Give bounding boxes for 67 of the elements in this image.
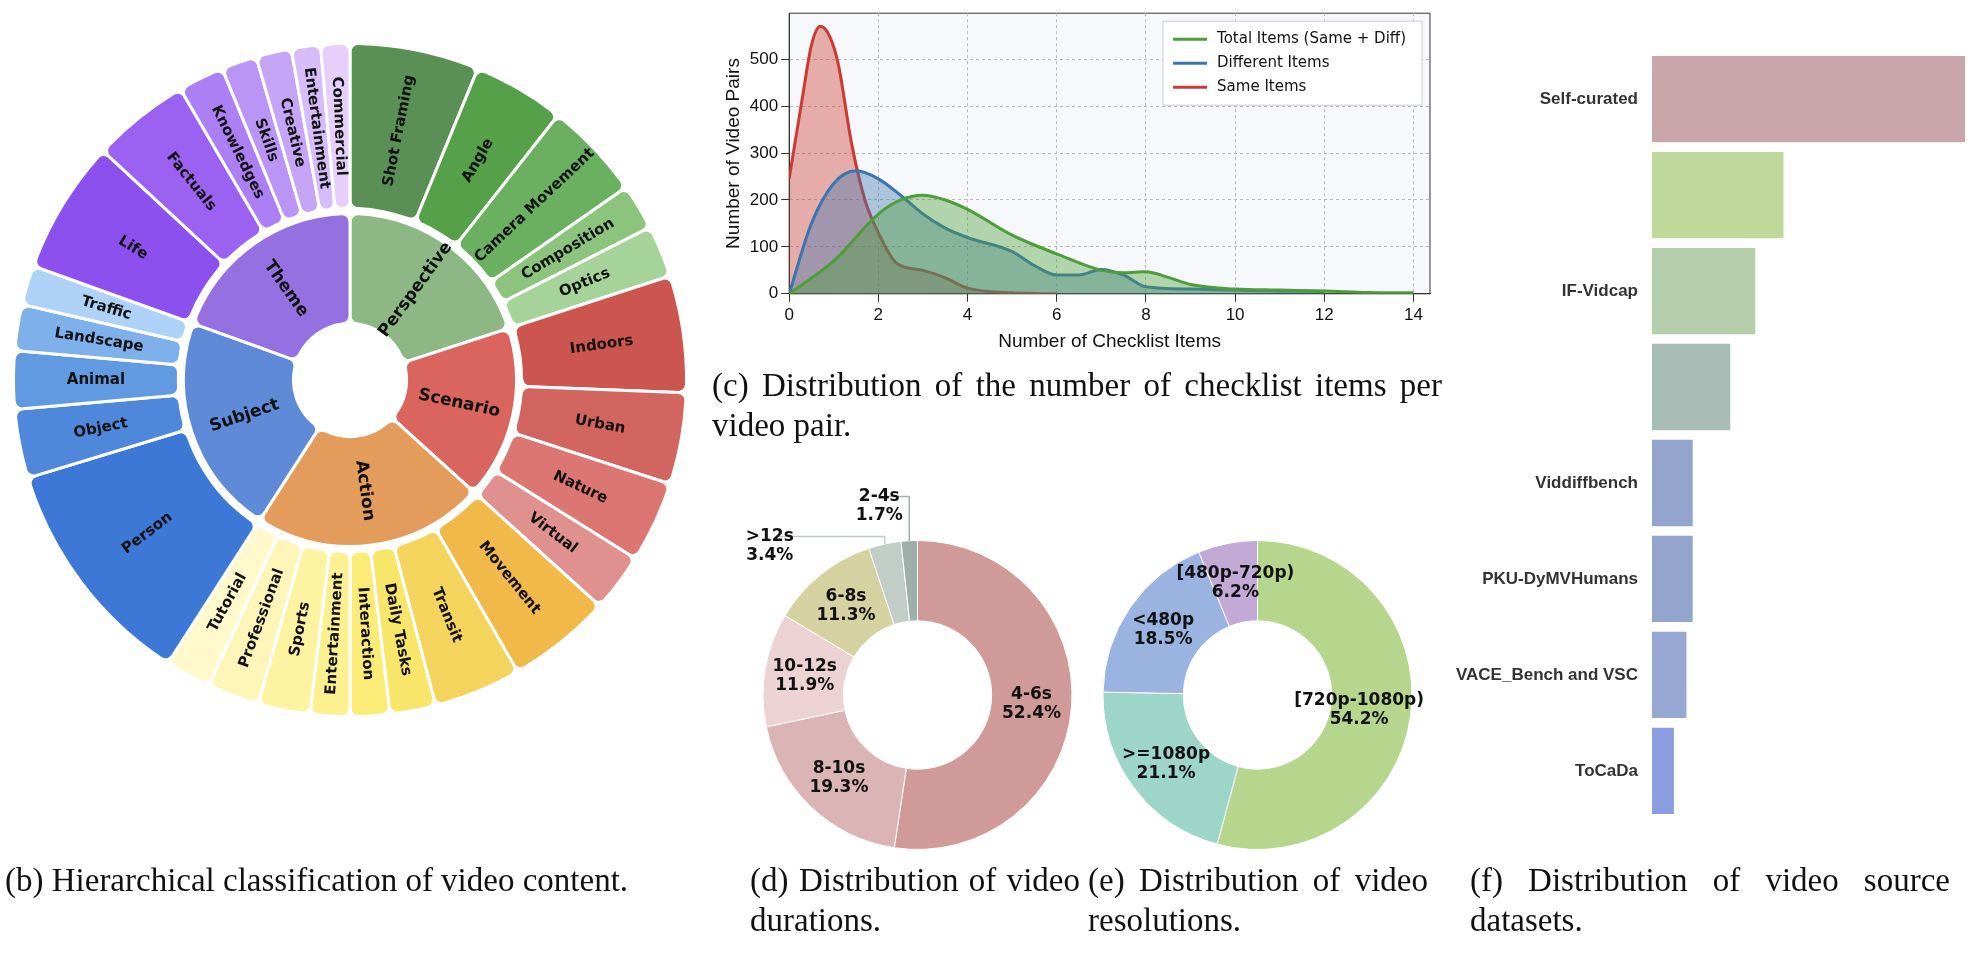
y-tick-label: 400 — [749, 95, 779, 115]
y-tick-label: 300 — [749, 142, 779, 162]
text: (d) Distribution of video durations. — [750, 861, 1080, 940]
slice-label: [480p-720p) — [1176, 561, 1295, 582]
data-label: 1.7% — [855, 504, 903, 525]
slice-label: Interaction — [354, 586, 379, 681]
x-tick-label: 14 — [1404, 304, 1423, 324]
slice-label: Sports — [284, 599, 314, 658]
slice-label: Indoors — [568, 330, 635, 358]
legend-label: Same Items — [1217, 77, 1307, 96]
y-tick-label: 200 — [749, 189, 779, 209]
data-label: 3.4% — [746, 544, 794, 565]
x-tick-label: 6 — [1052, 304, 1062, 324]
slice-label: Commercial — [328, 76, 352, 177]
y-tick-label: Self-curated — [1539, 88, 1638, 108]
x-axis-title: Number of Checklist Items — [998, 329, 1221, 351]
y-tick-label: IF-Vidcap — [1561, 280, 1638, 300]
slice-label: >=1080p — [1122, 742, 1211, 763]
bar — [1652, 439, 1693, 527]
text: (e) Distribution of video resolutions. — [1088, 861, 1428, 940]
text: (f) Distribution of video source datasets. — [1470, 861, 1950, 940]
slice-label: Urban — [573, 410, 628, 437]
x-tick-label: 0 — [784, 304, 794, 324]
slice-label: 10-12s — [772, 654, 837, 675]
slice-label: 4-6s — [1011, 682, 1052, 703]
slice-label: Traffic — [79, 291, 134, 324]
slice-label: Life — [115, 231, 152, 263]
slice-label: 6-8s — [825, 584, 867, 605]
slice-label: Object — [71, 413, 130, 442]
slice-label: >12s — [745, 525, 794, 546]
bar — [1652, 247, 1756, 335]
legend-label: Total Items (Same + Diff) — [1216, 29, 1407, 48]
x-tick-label: 4 — [962, 304, 973, 324]
bar — [1652, 631, 1687, 719]
slice-label: Action — [352, 458, 381, 522]
y-tick-label: ToCaDa — [1575, 760, 1639, 780]
y-tick-label: 100 — [749, 236, 779, 256]
slice-label: <480p — [1132, 609, 1195, 630]
y-tick-label: PKU-DyMVHumans — [1482, 568, 1638, 588]
slice-label: Entertainment — [321, 571, 347, 696]
slice-label: 8-10s — [812, 757, 866, 778]
bar — [1652, 56, 1965, 143]
data-label: 11.9% — [775, 673, 835, 694]
x-tick-label: 10 — [1225, 304, 1245, 324]
x-tick-label: 8 — [1141, 304, 1151, 324]
bar — [1652, 727, 1674, 814]
text: (b) Hierarchical classification of video content. — [5, 861, 630, 900]
slice-label: Daily Tasks — [381, 581, 417, 678]
x-tick-label: 12 — [1314, 304, 1334, 324]
data-label: 52.4% — [1002, 701, 1061, 722]
data-label: 21.1% — [1136, 761, 1196, 782]
legend-label: Different Items — [1217, 53, 1330, 72]
text: (c) Distribution of the number of checklist items per video pair. — [712, 366, 1442, 445]
y-tick-label: Viddiffbench — [1535, 472, 1638, 492]
y-tick-label: 0 — [768, 283, 779, 303]
y-tick-label: 500 — [749, 48, 779, 68]
data-label: 18.5% — [1133, 628, 1193, 649]
bar — [1652, 343, 1731, 431]
slice-label: 2-4s — [858, 485, 900, 506]
bar — [1652, 151, 1784, 239]
slice-label: Animal — [66, 369, 126, 388]
y-axis-title: Number of Video Pairs — [721, 58, 743, 249]
data-label: 11.3% — [816, 603, 876, 624]
bar — [1652, 535, 1693, 623]
data-label: 19.3% — [809, 776, 869, 797]
y-tick-label: VACE_Bench and VSC — [1455, 664, 1638, 684]
x-tick-label: 2 — [873, 304, 884, 324]
